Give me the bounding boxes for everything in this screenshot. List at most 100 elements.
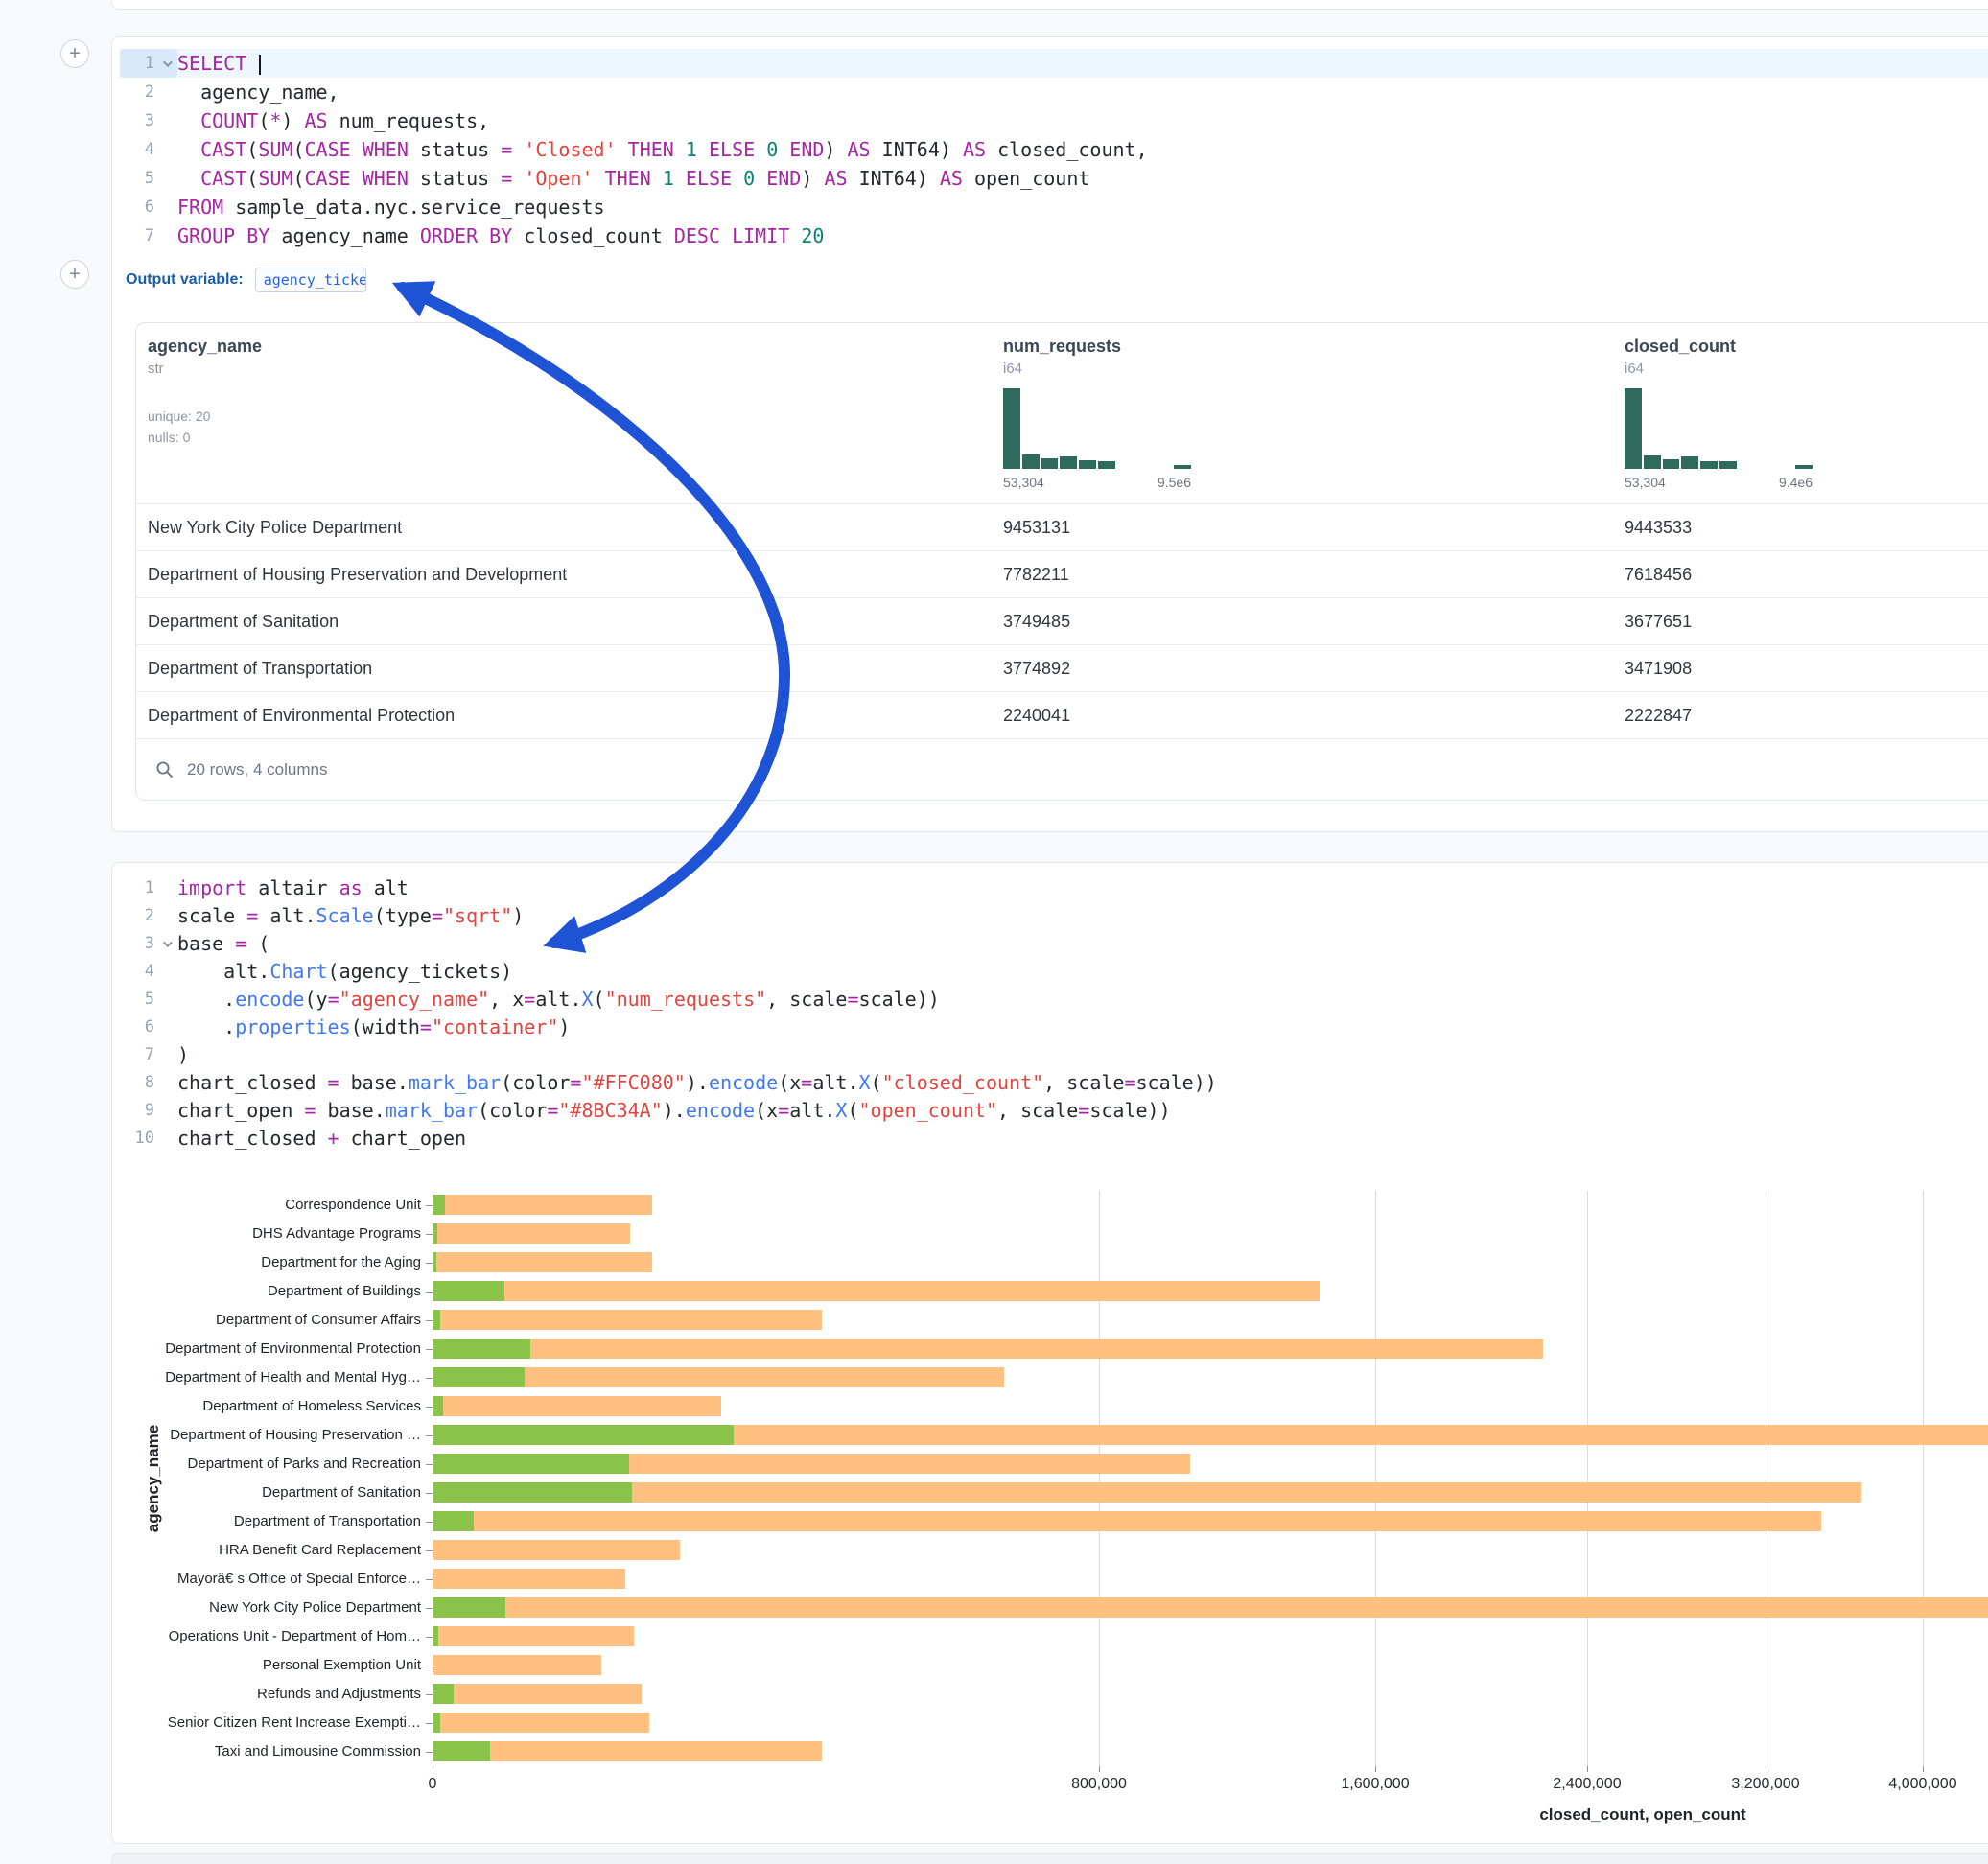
fold-chevron-icon[interactable] — [154, 930, 177, 958]
bar-closed-0 — [433, 1195, 652, 1215]
column-header-num_requests[interactable]: num_requests i64 53,304 9.5e6 — [1003, 337, 1191, 490]
bar-closed-8 — [433, 1425, 1988, 1445]
bar-closed-16 — [433, 1655, 601, 1675]
y-axis-label: Department of Environmental Protection — [165, 1340, 421, 1357]
chart-plot-area — [433, 1191, 1988, 1766]
histogram-num_requests — [1003, 388, 1191, 469]
table-row[interactable]: Department of Housing Preservation and D… — [136, 550, 1988, 597]
code-line-2[interactable]: 2 agency_name, — [120, 78, 1988, 106]
y-axis-label: Refunds and Adjustments — [257, 1686, 421, 1702]
add-cell-button-top[interactable]: + — [60, 39, 89, 68]
y-axis-tick — [426, 1292, 433, 1293]
bar-open-3 — [433, 1281, 504, 1301]
code-line-4[interactable]: 4 alt.Chart(agency_tickets) — [120, 958, 1988, 986]
code-line-5[interactable]: 5 .encode(y="agency_name", x=alt.X("num_… — [120, 986, 1988, 1014]
x-axis-tick-label: 1,600,000 — [1341, 1776, 1410, 1792]
gridline — [1375, 1191, 1376, 1766]
bar-closed-15 — [433, 1626, 634, 1646]
y-axis-label: Department for the Aging — [261, 1254, 421, 1270]
code-line-10[interactable]: 10 chart_closed + chart_open — [120, 1125, 1988, 1153]
bar-closed-4 — [433, 1310, 822, 1330]
python-editor[interactable]: 1 import altair as alt 2 scale = alt.Scale(… — [112, 863, 1988, 1162]
gridline — [1923, 1191, 1924, 1766]
bar-closed-13 — [433, 1569, 625, 1589]
line-number: 9 — [144, 1101, 154, 1120]
y-axis-tick — [426, 1263, 433, 1264]
code-line-1[interactable]: 1 SELECT — [120, 49, 1988, 78]
table-row[interactable]: New York City Police Department 9453131 94… — [136, 503, 1988, 550]
results-table: agency_name str unique: 20 nulls: 0 num_requ… — [135, 322, 1988, 801]
fold-chevron-icon[interactable] — [154, 49, 177, 78]
y-axis-label: Operations Unit - Department of Hom… — [168, 1628, 421, 1644]
code-line-9[interactable]: 9 chart_open = base.mark_bar(color="#8BC3… — [120, 1097, 1988, 1125]
output-variable-chip[interactable]: agency_tickets — [254, 268, 366, 292]
y-axis-tick — [426, 1407, 433, 1408]
output-variable-label: Output variable: — [126, 271, 244, 288]
bar-closed-10 — [433, 1482, 1861, 1503]
y-axis-label: New York City Police Department — [209, 1599, 421, 1616]
code-line-3[interactable]: 3 base = ( — [120, 930, 1988, 958]
y-axis-label: Department of Sanitation — [262, 1484, 421, 1501]
table-body: New York City Police Department 9453131 94… — [136, 503, 1988, 738]
y-axis-tick — [426, 1579, 433, 1580]
x-axis-tick — [1375, 1766, 1376, 1772]
bar-open-9 — [433, 1454, 629, 1474]
x-axis-tick-label: 3,200,000 — [1731, 1776, 1800, 1792]
column-header-closed_count[interactable]: closed_count i64 53,304 9.4e6 — [1625, 337, 1813, 490]
bar-closed-5 — [433, 1339, 1543, 1359]
x-axis-tick — [1099, 1766, 1100, 1772]
table-row[interactable]: Department of Sanitation 3749485 3677651 — [136, 597, 1988, 644]
y-axis-tick — [426, 1493, 433, 1494]
next-cell-fragment — [111, 1853, 1988, 1864]
y-axis-tick — [426, 1608, 433, 1609]
code-line-3[interactable]: 3 COUNT(*) AS num_requests, — [120, 106, 1988, 135]
table-row[interactable]: Department of Transportation 3774892 34719… — [136, 644, 1988, 691]
code-line-2[interactable]: 2 scale = alt.Scale(type="sqrt") — [120, 902, 1988, 930]
bar-open-14 — [433, 1597, 505, 1618]
y-axis-label: Senior Citizen Rent Increase Exempti… — [167, 1714, 421, 1731]
sql-editor[interactable]: 1 SELECT 2 agency_name, 3 COUNT(*) AS num_… — [112, 37, 1988, 260]
code-line-6[interactable]: 6 .properties(width="container") — [120, 1014, 1988, 1041]
bar-open-0 — [433, 1195, 445, 1215]
y-axis-label: Department of Consumer Affairs — [216, 1312, 421, 1328]
y-axis-label: Mayorâ€ s Office of Special Enforce… — [176, 1571, 421, 1587]
bar-closed-11 — [433, 1511, 1821, 1531]
code-line-4[interactable]: 4 CAST(SUM(CASE WHEN status = 'Closed' T… — [120, 135, 1988, 164]
bar-open-18 — [433, 1713, 440, 1733]
bar-open-10 — [433, 1482, 632, 1503]
bar-closed-17 — [433, 1684, 642, 1704]
python-cell: 1 import altair as alt 2 scale = alt.Scale(… — [111, 862, 1988, 1844]
bar-closed-18 — [433, 1713, 649, 1733]
code-line-6[interactable]: 6 FROM sample_data.nyc.service_requests — [120, 193, 1988, 221]
y-axis-tick — [426, 1349, 433, 1350]
search-icon[interactable] — [155, 760, 175, 780]
bar-chart: agency_name closed_count, open_count 0 80… — [112, 1180, 1988, 1842]
previous-cell-fragment — [111, 0, 1988, 10]
x-axis-tick — [1923, 1766, 1924, 1772]
code-line-5[interactable]: 5 CAST(SUM(CASE WHEN status = 'Open' THE… — [120, 164, 1988, 193]
code-line-8[interactable]: 8 chart_closed = base.mark_bar(color="#FF… — [120, 1069, 1988, 1097]
y-axis-tick — [426, 1694, 433, 1695]
bar-closed-12 — [433, 1540, 680, 1560]
code-line-1[interactable]: 1 import altair as alt — [120, 874, 1988, 902]
y-axis-tick — [426, 1522, 433, 1523]
bar-open-2 — [433, 1252, 436, 1272]
y-axis-tick — [426, 1378, 433, 1379]
table-row[interactable]: Department of Environmental Protection 22… — [136, 691, 1988, 738]
y-axis-label: Department of Homeless Services — [202, 1398, 421, 1414]
y-axis-tick — [426, 1205, 433, 1206]
y-axis-label: Personal Exemption Unit — [262, 1657, 421, 1673]
code-line-7[interactable]: 7) — [120, 1041, 1988, 1069]
line-number: 4 — [144, 140, 154, 159]
line-number: 1 — [120, 49, 177, 78]
y-axis-label: Taxi and Limousine Commission — [214, 1743, 421, 1759]
output-variable-row: Output variable: agency_tickets — [126, 268, 366, 292]
text-cursor — [259, 55, 262, 75]
bar-open-1 — [433, 1223, 437, 1244]
column-header-agency_name[interactable]: agency_name str unique: 20 nulls: 0 — [148, 337, 263, 445]
line-number: 5 — [144, 990, 154, 1009]
line-number: 7 — [144, 226, 154, 245]
add-cell-button-middle[interactable]: + — [60, 260, 89, 289]
code-line-7[interactable]: 7 GROUP BY agency_name ORDER BY closed_co… — [120, 221, 1988, 250]
